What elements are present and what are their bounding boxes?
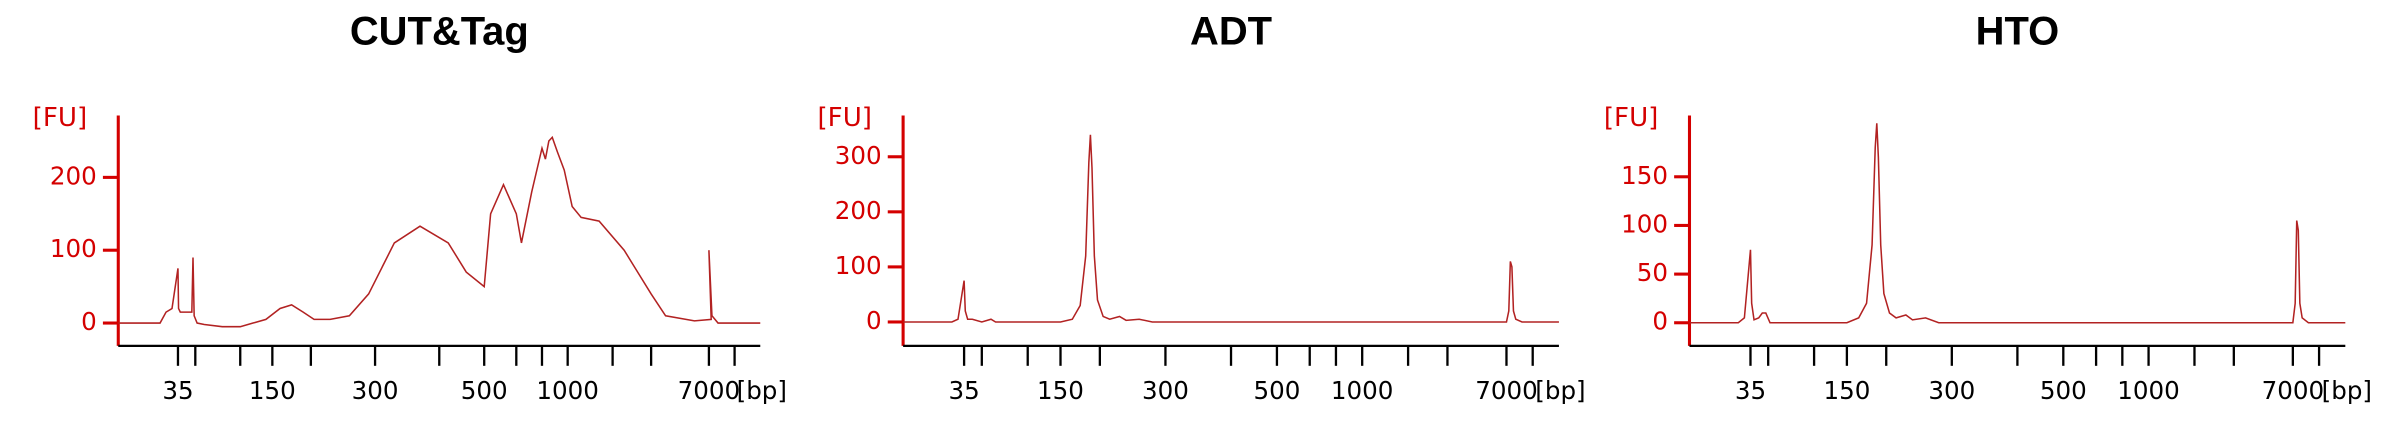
x-tick-label: 500: [461, 376, 508, 405]
x-tick-label: 300: [1928, 376, 1975, 405]
y-tick-label: 200: [835, 196, 882, 225]
x-axis-label: [bp]: [1535, 376, 1585, 405]
x-tick-label: 500: [2040, 376, 2087, 405]
chart-title: ADT: [1190, 10, 1272, 54]
x-tick-label: 7000: [678, 376, 741, 405]
x-tick-label: 300: [1142, 376, 1189, 405]
x-tick-label: 7000: [1475, 376, 1538, 405]
x-tick-label: 150: [1037, 376, 1084, 405]
y-tick-label: 0: [1652, 307, 1668, 336]
y-tick-label: 100: [1621, 209, 1668, 238]
x-tick-label: 500: [1253, 376, 1300, 405]
y-axis-label: [FU]: [1604, 103, 1659, 133]
x-axis-label: [bp]: [737, 376, 787, 405]
y-tick-label: 150: [1621, 161, 1668, 190]
x-tick-label: 35: [162, 376, 193, 405]
y-axis-label: [FU]: [817, 103, 872, 133]
y-tick-label: 200: [50, 161, 97, 190]
y-tick-label: 100: [50, 234, 97, 263]
x-tick-label: 1000: [536, 376, 599, 405]
chart-title: CUT&Tag: [350, 10, 529, 54]
trace: [118, 135, 761, 328]
x-axis-label: [bp]: [2322, 376, 2372, 405]
y-tick-label: 0: [81, 307, 97, 336]
x-tick-label: 150: [249, 376, 296, 405]
y-tick-label: 300: [835, 141, 882, 170]
x-tick-label: 1000: [2117, 376, 2180, 405]
trace: [1689, 123, 2346, 324]
y-tick-label: 0: [866, 306, 882, 335]
y-axis-label: [FU]: [33, 103, 88, 133]
y-tick-label: 50: [1637, 258, 1668, 287]
x-tick-label: 35: [948, 376, 979, 405]
x-tick-label: 150: [1823, 376, 1870, 405]
y-tick-label: 100: [835, 251, 882, 280]
x-tick-label: 35: [1735, 376, 1766, 405]
x-tick-label: 7000: [2262, 376, 2325, 405]
x-tick-label: 300: [352, 376, 399, 405]
chart-title: HTO: [1976, 10, 2060, 54]
x-tick-label: 1000: [1331, 376, 1394, 405]
trace: [903, 134, 1559, 323]
